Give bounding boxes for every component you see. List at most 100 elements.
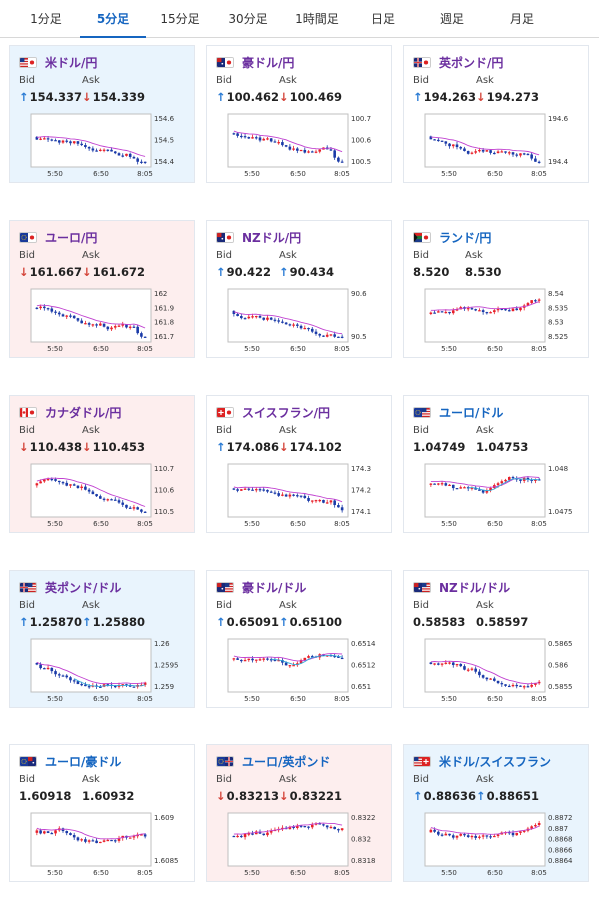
tab-6[interactable]: 週足	[439, 12, 464, 26]
y-tick-label: 8.525	[548, 333, 568, 341]
candle-body	[39, 138, 42, 140]
candle-body	[76, 141, 80, 144]
candle-body	[117, 838, 121, 841]
bid-value: ↑154.337	[19, 90, 83, 104]
currency-pair-link[interactable]: NZドル/円	[242, 230, 302, 245]
currency-card[interactable]: 米ドル/スイスフラン Bid Ask ↑0.88636 ↑0.88651 0.8…	[403, 744, 589, 882]
x-tick-label: 8:05	[137, 869, 153, 877]
candle-body	[310, 328, 314, 332]
currency-card[interactable]: ユーロ/豪ドル Bid Ask 1.60918 1.60932 1.609 1.6…	[9, 744, 195, 882]
currency-pair-link[interactable]: カナダドル/円	[45, 405, 122, 420]
mini-chart[interactable]: 110.7 110.6 110.5 5:50 6:50 8:05	[19, 460, 185, 528]
mini-chart[interactable]: 90.6 90.5 5:50 6:50 8:05	[216, 285, 382, 353]
candle-body	[35, 307, 39, 309]
candle-body	[451, 835, 455, 838]
tab-0[interactable]: 1分足	[30, 12, 62, 26]
tab-5[interactable]: 日足	[370, 12, 395, 26]
currency-card[interactable]: 豪ドル/円 Bid Ask ↑100.462 ↓100.469 100.7 100…	[206, 45, 392, 183]
candle-body	[254, 659, 258, 661]
candle-body	[54, 671, 57, 675]
candle-body	[537, 822, 541, 826]
y-tick-label: 0.8318	[351, 857, 376, 865]
currency-card[interactable]: ユーロ/ドル Bid Ask 1.04749 1.04753 1.048 1.04…	[403, 395, 589, 533]
tab-7[interactable]: 月足	[509, 12, 534, 26]
tab-1[interactable]: 5分足	[80, 0, 146, 38]
candle-body	[507, 685, 511, 688]
candle-body	[128, 326, 132, 328]
candle-body	[534, 300, 537, 302]
currency-card[interactable]: 米ドル/円 Bid Ask ↑154.337 ↓154.339 154.6 154…	[9, 45, 195, 183]
chart-plot-area	[424, 113, 546, 168]
currency-pair-link[interactable]: 米ドル/スイスフラン	[439, 754, 552, 769]
mini-chart[interactable]: 174.3 174.2 174.1 5:50 6:50 8:05	[216, 460, 382, 528]
tab-4[interactable]: 1時間足	[295, 12, 339, 26]
candle-body	[451, 144, 455, 147]
currency-card[interactable]: NZドル/ドル Bid Ask 0.58583 0.58597 0.5865 0.…	[403, 570, 589, 708]
x-tick-label: 5:50	[47, 345, 63, 353]
mini-chart[interactable]: 1.26 1.2595 1.259 5:50 6:50 8:05	[19, 635, 185, 703]
currency-card[interactable]: 英ポンド/ドル Bid Ask ↑1.25870 ↑1.25880 1.26 1.…	[9, 570, 195, 708]
currency-card[interactable]: 英ポンド/円 Bid Ask ↑194.263 ↓194.273 194.6 19…	[403, 45, 589, 183]
candle-body	[125, 684, 128, 686]
currency-card[interactable]: ランド/円 Bid Ask 8.520 8.530 8.54 8.535 8.53 8…	[403, 220, 589, 358]
candle-body	[46, 138, 50, 140]
x-tick-label: 5:50	[441, 869, 457, 877]
mini-chart[interactable]: 154.6 154.5 154.4 5:50 6:50 8:05	[19, 110, 185, 178]
currency-pair-link[interactable]: 豪ドル/円	[242, 55, 295, 70]
currency-card[interactable]: ユーロ/円 Bid Ask ↓161.667 ↓161.672 162 161.9…	[9, 220, 195, 358]
up-arrow-icon: ↑	[216, 440, 226, 454]
currency-pair-link[interactable]: ユーロ/ドル	[439, 405, 504, 420]
candle-body	[481, 675, 485, 678]
currency-pair-link[interactable]: 英ポンド/ドル	[45, 580, 122, 595]
mini-chart[interactable]: 0.5865 0.586 0.5855 5:50 6:50 8:05	[413, 635, 579, 703]
currency-pair-link[interactable]: 豪ドル/ドル	[242, 580, 307, 595]
currency-pair-link[interactable]: ランド/円	[439, 230, 492, 245]
candle-body	[254, 489, 258, 491]
candle-body	[470, 308, 474, 310]
y-tick-label: 0.6514	[351, 640, 376, 648]
currency-card[interactable]: ユーロ/英ポンド Bid Ask ↓0.83213 ↓0.83221 0.832…	[206, 744, 392, 882]
candle-body	[429, 483, 433, 485]
currency-card[interactable]: 豪ドル/ドル Bid Ask ↑0.65091 ↑0.65100 0.6514 0…	[206, 570, 392, 708]
currency-pair-link[interactable]: スイスフラン/円	[242, 405, 331, 420]
candle-body	[522, 153, 526, 155]
down-arrow-icon: ↓	[279, 90, 289, 104]
tab-2[interactable]: 15分足	[160, 12, 200, 26]
down-arrow-icon: ↓	[279, 789, 289, 803]
mini-chart[interactable]: 100.7 100.6 100.5 5:50 6:50 8:05	[216, 110, 382, 178]
x-tick-label: 5:50	[244, 170, 260, 178]
mini-chart[interactable]: 1.609 1.6085 5:50 6:50 8:05	[19, 809, 185, 877]
currency-card[interactable]: スイスフラン/円 Bid Ask ↑174.086 ↓174.102 174.3…	[206, 395, 392, 533]
currency-pair-link[interactable]: NZドル/ドル	[439, 580, 511, 595]
mini-chart[interactable]: 1.048 1.0475 5:50 6:50 8:05	[413, 460, 579, 528]
candle-body	[292, 324, 295, 326]
price-chart-svg: 0.5865 0.586 0.5855 5:50 6:50 8:05	[424, 638, 573, 703]
candle-body	[284, 494, 288, 497]
tab-3[interactable]: 30分足	[228, 12, 268, 26]
candle-body	[247, 658, 251, 661]
candle-body	[507, 832, 511, 834]
candle-body	[143, 336, 147, 338]
mini-chart[interactable]: 194.6 194.4 5:50 6:50 8:05	[413, 110, 579, 178]
candle-body	[65, 315, 69, 317]
currency-card[interactable]: カナダドル/円 Bid Ask ↓110.438 ↓110.453 110.7 1…	[9, 395, 195, 533]
candle-body	[84, 486, 87, 490]
mini-chart[interactable]: 0.8872 0.887 0.8868 0.8866 0.8864 5:50 6:50 8:0…	[413, 809, 579, 877]
mini-chart[interactable]: 8.54 8.535 8.53 8.525 5:50 6:50 8:05	[413, 285, 579, 353]
x-tick-label: 5:50	[441, 170, 457, 178]
candle-body	[95, 494, 98, 497]
x-tick-label: 5:50	[244, 695, 260, 703]
currency-card[interactable]: NZドル/円 Bid Ask ↑90.422 ↑90.434 90.6 90.5 5…	[206, 220, 392, 358]
mini-chart[interactable]: 162 161.9 161.8 161.7 5:50 6:50 8:05	[19, 285, 185, 353]
currency-pair-link[interactable]: 米ドル/円	[45, 55, 98, 70]
y-tick-label: 100.7	[351, 115, 371, 123]
currency-pair-link[interactable]: 英ポンド/円	[439, 55, 504, 70]
currency-pair-link[interactable]: ユーロ/豪ドル	[45, 754, 122, 769]
currency-pair-link[interactable]: ユーロ/円	[45, 230, 98, 245]
candle-body	[281, 660, 284, 663]
candle-body	[262, 138, 266, 141]
currency-pair-link[interactable]: ユーロ/英ポンド	[242, 754, 331, 769]
mini-chart[interactable]: 0.8322 0.832 0.8318 5:50 6:50 8:05	[216, 809, 382, 877]
mini-chart[interactable]: 0.6514 0.6512 0.651 5:50 6:50 8:05	[216, 635, 382, 703]
candle-body	[451, 310, 455, 314]
